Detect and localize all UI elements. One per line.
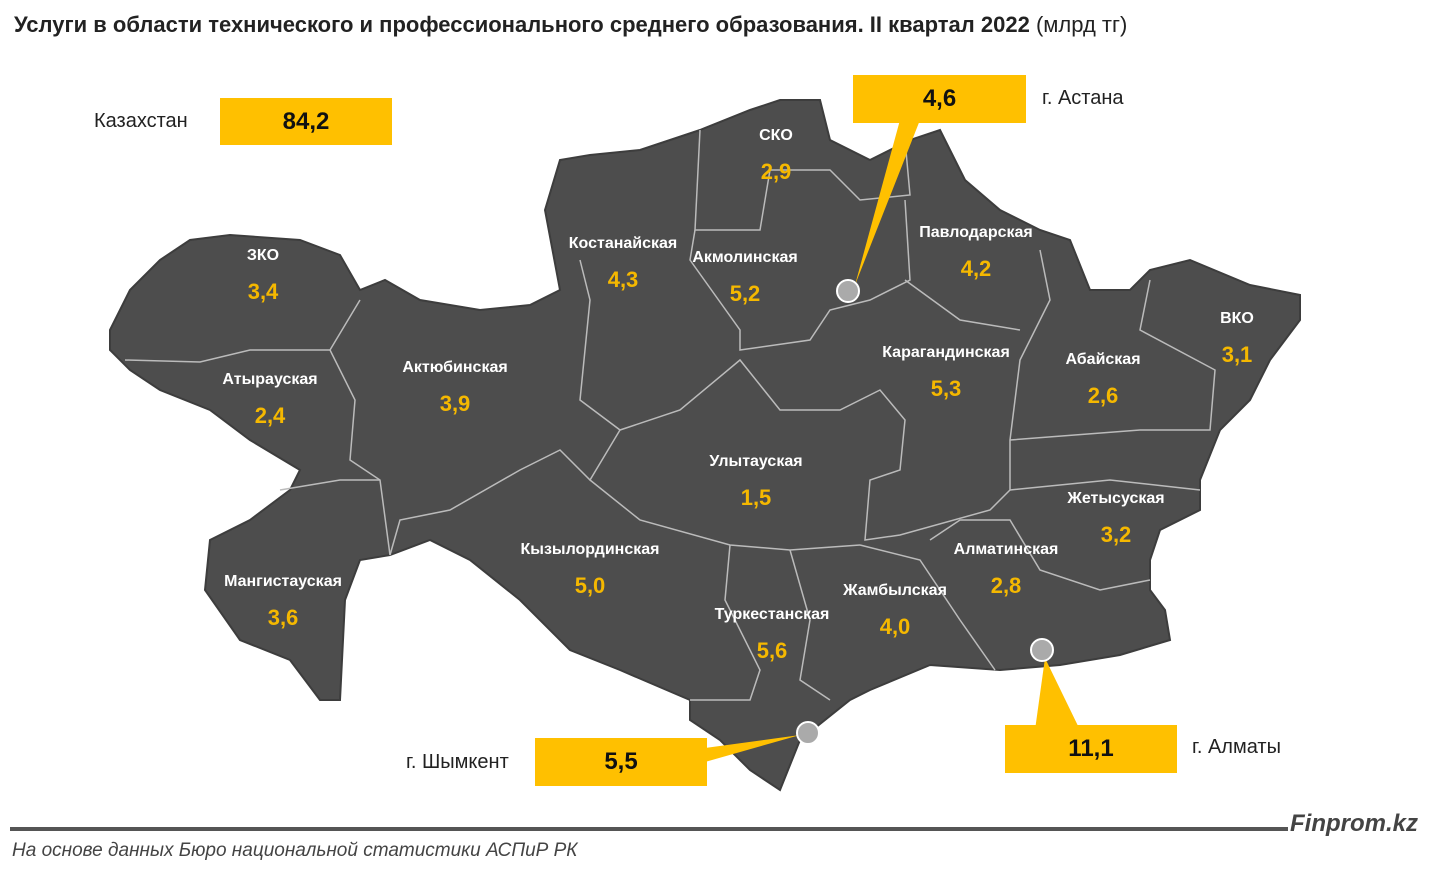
- region-1: ЗКО 3,4: [247, 247, 279, 304]
- region-value: 4,3: [608, 267, 639, 292]
- region-name: Павлодарская: [919, 224, 1033, 241]
- region-value: 2,6: [1088, 383, 1119, 408]
- shymkent-callout: [705, 721, 820, 762]
- region-name: Актюбинская: [402, 359, 507, 376]
- region-name: Алматинская: [954, 541, 1059, 558]
- region-17: Жетысуская 3,2: [1066, 490, 1164, 547]
- region-value: 2,8: [991, 573, 1022, 598]
- chart-title: Услуги в области технического и професси…: [14, 12, 1127, 38]
- region-7: Акмолинская 5,2: [692, 249, 797, 306]
- footer-divider: [10, 827, 1288, 831]
- region-value: 2,4: [255, 403, 286, 428]
- title-text: Услуги в области технического и професси…: [14, 12, 1030, 37]
- region-value: 5,0: [575, 573, 606, 598]
- total-label: Казахстан: [94, 110, 188, 132]
- almaty-callout: [1030, 638, 1080, 730]
- region-value: 5,3: [931, 376, 962, 401]
- region-name: Туркестанская: [715, 606, 830, 623]
- total-value-box: 84,2: [220, 98, 392, 145]
- astana-callout: [836, 120, 920, 303]
- region-value: 3,9: [440, 391, 471, 416]
- region-name: Мангистауская: [224, 573, 342, 590]
- region-6: СКО 2,9: [759, 127, 793, 184]
- region-12: Улытауская 1,5: [709, 453, 802, 510]
- region-value: 4,2: [961, 256, 992, 281]
- brand-logo: Finprom.kz: [1290, 810, 1419, 837]
- country-outline: [109, 99, 1301, 792]
- region-name: ЗКО: [247, 247, 279, 264]
- region-name: Акмолинская: [692, 249, 797, 266]
- astana-label: г. Астана: [1042, 87, 1124, 109]
- region-value: 3,6: [268, 605, 299, 630]
- shymkent-marker: [796, 721, 820, 745]
- region-value: 3,1: [1222, 342, 1253, 367]
- region-2: Атырауская 2,4: [222, 371, 317, 428]
- almaty-label: г. Алматы: [1192, 736, 1281, 758]
- region-value: 5,2: [730, 281, 761, 306]
- almaty-value-box: 11,1: [1005, 725, 1177, 773]
- shymkent-label: г. Шымкент: [406, 751, 509, 773]
- region-name: Карагандинская: [882, 344, 1010, 361]
- region-13: Кызылординская 5,0: [521, 541, 660, 598]
- region-8: Павлодарская 4,2: [919, 224, 1033, 281]
- shymkent-value-box: 5,5: [535, 738, 707, 786]
- astana-value-box: 4,6: [853, 75, 1026, 123]
- region-9: Карагандинская 5,3: [882, 344, 1010, 401]
- region-name: Костанайская: [569, 235, 678, 252]
- astana-marker: [836, 279, 860, 303]
- region-name: Атырауская: [222, 371, 317, 388]
- region-name: Жетысуская: [1066, 490, 1164, 507]
- region-name: Кызылординская: [521, 541, 660, 558]
- region-name: Улытауская: [709, 453, 802, 470]
- title-unit: (млрд тг): [1035, 12, 1128, 37]
- region-name: Жамбылская: [842, 582, 947, 599]
- region-11: ВКО 3,1: [1220, 310, 1254, 367]
- region-name: ВКО: [1220, 310, 1254, 327]
- region-5: Костанайская 4,3: [569, 235, 678, 292]
- region-value: 2,9: [761, 159, 792, 184]
- region-value: 1,5: [741, 485, 772, 510]
- region-3: Мангистауская 3,6: [224, 573, 342, 630]
- region-name: Абайская: [1065, 351, 1140, 368]
- region-value: 4,0: [880, 614, 911, 639]
- region-value: 5,6: [757, 638, 788, 663]
- region-value: 3,2: [1101, 522, 1132, 547]
- region-10: Абайская 2,6: [1065, 351, 1140, 408]
- almaty-marker: [1030, 638, 1054, 662]
- region-borders: [124, 129, 1216, 701]
- region-value: 3,4: [248, 279, 279, 304]
- source-note: На основе данных Бюро национальной стати…: [12, 840, 578, 861]
- region-16: Алматинская 2,8: [954, 541, 1059, 598]
- region-4: Актюбинская 3,9: [402, 359, 507, 416]
- region-name: СКО: [759, 127, 793, 144]
- region-14: Туркестанская 5,6: [715, 606, 830, 663]
- region-15: Жамбылская 4,0: [842, 582, 947, 639]
